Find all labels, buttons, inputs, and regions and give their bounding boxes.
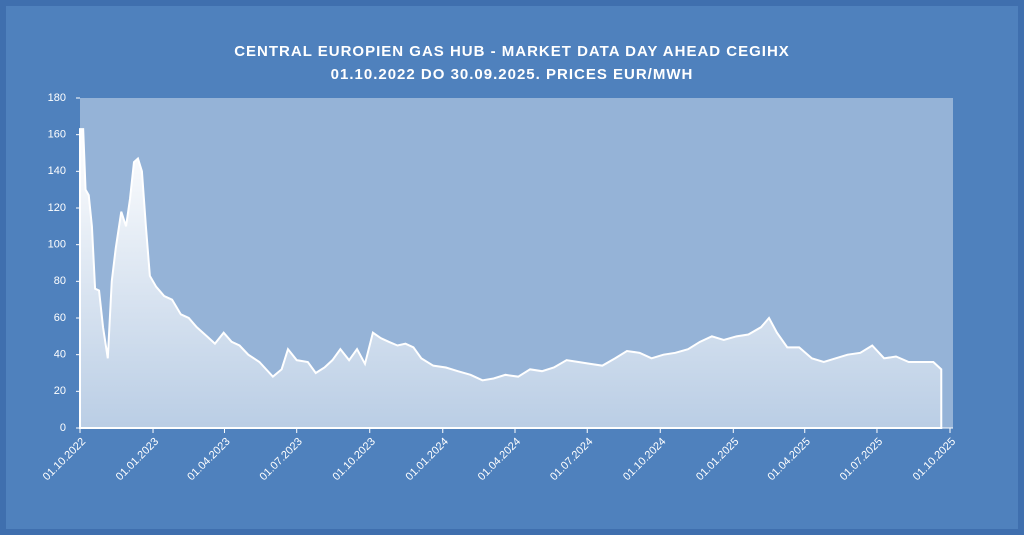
y-tick-label: 100 <box>48 239 66 251</box>
chart-title: CENTRAL EUROPIEN GAS HUB - MARKET DATA D… <box>234 43 790 60</box>
y-tick-label: 40 <box>54 349 66 361</box>
y-tick-label: 140 <box>48 165 66 177</box>
chart-subtitle: 01.10.2022 DO 30.09.2025. PRICES EUR/MWH <box>331 66 694 83</box>
y-tick-label: 80 <box>54 275 66 287</box>
y-tick-label: 20 <box>54 385 66 397</box>
y-tick-label: 120 <box>48 202 66 214</box>
y-tick-label: 180 <box>48 92 66 104</box>
area <box>79 128 943 429</box>
y-tick-label: 0 <box>60 422 66 434</box>
y-tick-label: 160 <box>48 129 66 141</box>
y-tick-label: 60 <box>54 312 66 324</box>
